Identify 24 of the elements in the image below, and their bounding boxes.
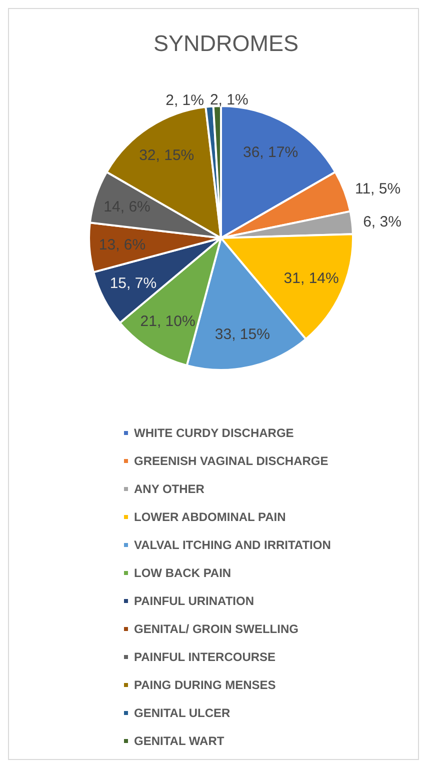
data-label: 36, 17% [242,144,298,161]
data-label: 13, 6% [98,236,146,254]
data-label: 15, 7% [110,275,157,292]
chart-title: SYNDROMES [153,31,299,56]
data-label: 11, 5% [354,180,401,198]
legend-label: VALVAL ITCHING AND IRRITATION [134,538,331,552]
data-label: 21, 10% [140,312,196,330]
data-label: 2, 1% [210,92,248,109]
legend-label: PAINFUL URINATION [134,594,254,608]
legend-label: PAING DURING MENSES [134,678,276,692]
legend-label: GENITAL/ GROIN SWELLING [134,622,298,636]
legend-label: GREENISH VAGINAL DISCHARGE [134,454,328,468]
legend-label: LOW BACK PAIN [134,566,232,580]
legend-label: WHITE CURDY DISCHARGE [134,426,294,440]
legend-label: GENITAL ULCER [134,706,231,720]
data-label: 31, 14% [284,270,339,288]
data-label: 6, 3% [363,213,402,230]
legend-label: ANY OTHER [134,482,205,496]
legend-label: GENITAL WART [134,734,225,748]
legend-label: PAINFUL INTERCOURSE [134,650,276,664]
data-label: 2, 1% [166,92,204,110]
data-label: 33, 15% [214,326,270,344]
legend-label: LOWER ABDOMINAL PAIN [134,510,286,524]
data-label: 32, 15% [139,146,194,164]
